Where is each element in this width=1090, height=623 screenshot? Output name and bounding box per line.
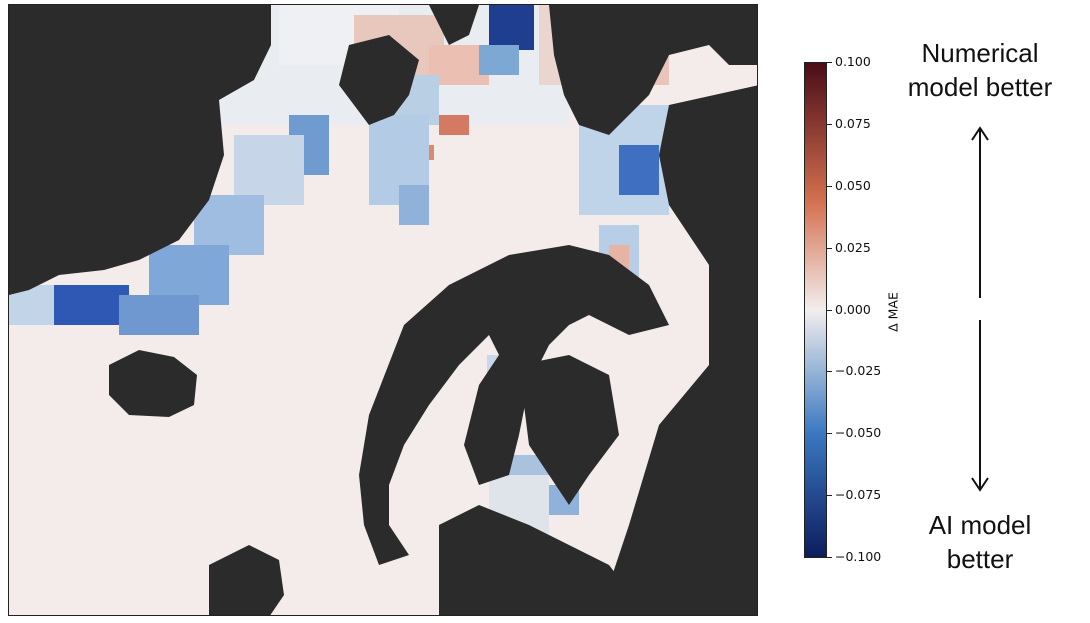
annotation-ai-better: AI model better xyxy=(880,508,1080,576)
colorbar-tick-mark xyxy=(827,186,832,187)
colorbar-tick-mark xyxy=(827,433,832,434)
scotland-landmass xyxy=(209,545,284,615)
colorbar-tick-label: 0.100 xyxy=(835,54,871,69)
greenland-landmass xyxy=(9,5,271,295)
colorbar-tick-mark xyxy=(827,371,832,372)
colorbar-tick-mark xyxy=(827,248,832,249)
colorbar-tick-label: 0.000 xyxy=(835,302,871,317)
annotation-numerical-better: Numerical model better xyxy=(880,36,1080,104)
annotation-top-line2: model better xyxy=(907,72,1053,102)
down-arrow-icon xyxy=(971,320,989,492)
colorbar-tick-label: 0.050 xyxy=(835,178,871,193)
colorbar-tick-label: −0.075 xyxy=(835,487,882,502)
novaya-zemlya-landmass xyxy=(549,5,757,135)
colorbar-label: Δ MAE xyxy=(885,292,901,332)
svalbard-landmass xyxy=(339,35,419,125)
annotation-bottom-line1: AI model xyxy=(928,510,1032,540)
scandinavia-landmass xyxy=(359,245,669,565)
colorbar-tick-label: 0.025 xyxy=(835,240,871,255)
direction-arrows xyxy=(971,126,989,492)
annotation-top-line1: Numerical xyxy=(921,38,1039,68)
colorbar-tick-label: −0.050 xyxy=(835,425,882,440)
colorbar-tick-label: 0.075 xyxy=(835,116,871,131)
colorbar-gradient xyxy=(804,62,827,558)
iceland-landmass xyxy=(109,350,197,417)
arctic-map xyxy=(9,5,757,615)
up-arrow-icon xyxy=(971,126,989,298)
colorbar-tick-mark xyxy=(827,62,832,63)
colorbar-tick-mark xyxy=(827,124,832,125)
colorbar-tick-mark xyxy=(827,310,832,311)
colorbar-tick-label: −0.100 xyxy=(835,549,882,564)
annotation-bottom-line2: better xyxy=(946,544,1014,574)
colorbar-tick-label: −0.025 xyxy=(835,363,882,378)
colorbar-tick-mark xyxy=(827,495,832,496)
colorbar-tick-mark xyxy=(827,557,832,558)
map-panel xyxy=(8,4,758,616)
